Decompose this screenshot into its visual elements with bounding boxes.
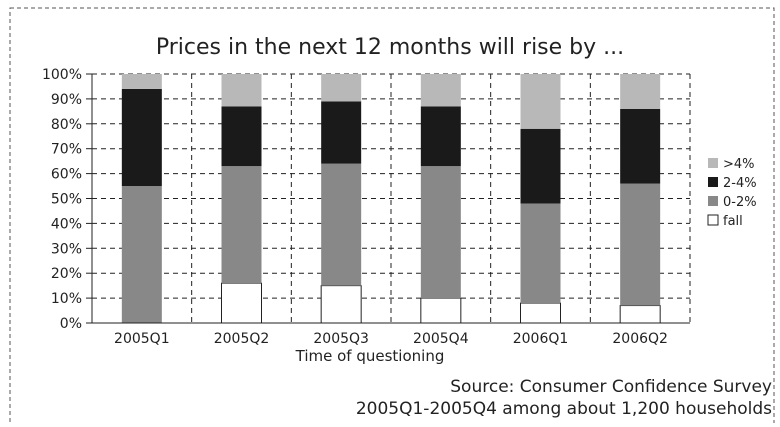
source-line-2: 2005Q1-2005Q4 among about 1,200 househol… <box>356 399 772 419</box>
grid-layer <box>92 73 691 323</box>
bar-segment->4% <box>620 74 661 109</box>
y-tick-label: 20% <box>51 266 82 282</box>
bar-segment->4% <box>121 74 162 89</box>
bar-segment-2-4% <box>420 106 461 167</box>
bar-segment-0-2% <box>321 163 362 286</box>
bars-layer <box>121 74 661 324</box>
bar-segment-fall <box>320 285 362 324</box>
bar-segment-fall <box>420 297 462 324</box>
bar-segment-2-4% <box>520 128 561 204</box>
bar-segment-0-2% <box>221 166 262 284</box>
bar-segment-0-2% <box>121 186 162 323</box>
bar-segment-2-4% <box>620 108 661 184</box>
x-tick-label: 2006Q1 <box>513 331 569 347</box>
legend-label: 2-4% <box>723 176 757 191</box>
y-tick-label: 90% <box>51 92 82 108</box>
chart-title: Prices in the next 12 months will rise b… <box>156 35 624 60</box>
legend-label: fall <box>723 214 743 229</box>
bar-segment->4% <box>420 74 461 107</box>
source-line-1: Source: Consumer Confidence Survey <box>450 377 772 397</box>
legend-swatch->4% <box>708 158 718 168</box>
bar-segment-fall <box>221 282 262 324</box>
bar-segment-2-4% <box>221 106 262 167</box>
x-tick-label: 2005Q2 <box>214 331 270 347</box>
bar-segment-2-4% <box>121 88 162 187</box>
y-tick-label: 60% <box>51 167 82 183</box>
bar-segment-0-2% <box>620 183 661 306</box>
legend-label: 0-2% <box>723 195 757 210</box>
y-tick-label: 80% <box>51 117 82 133</box>
y-tick-label: 40% <box>51 216 82 232</box>
legend-swatch-0-2% <box>708 196 718 206</box>
y-tick-label: 70% <box>51 142 82 158</box>
y-tick-label: 50% <box>51 192 82 208</box>
bar-segment-0-2% <box>520 203 561 304</box>
bar-segment-fall <box>619 305 661 324</box>
legend-label: >4% <box>723 157 755 172</box>
legend-swatch-2-4% <box>708 177 718 187</box>
y-tick-label: 30% <box>51 241 82 257</box>
bar-segment-fall <box>520 302 561 324</box>
y-tick-label: 10% <box>51 291 82 307</box>
bar-segment-0-2% <box>420 166 461 299</box>
axis-layer: 0% 10% 20% 30% 40% 50% 60% 70% 80% 90% 100% 2005Q1 2… <box>42 67 690 347</box>
bar-segment->4% <box>520 74 561 129</box>
legend-swatch-fall <box>707 214 719 226</box>
x-tick-label: 2005Q4 <box>413 331 469 347</box>
x-axis-label: Time of questioning <box>295 347 445 365</box>
bar-segment->4% <box>321 74 362 102</box>
y-tick-label: 0% <box>60 316 82 332</box>
x-tick-label: 2006Q2 <box>612 331 668 347</box>
legend: >4% 2-4% 0-2% fall <box>707 157 757 229</box>
outer-frame <box>9 7 775 427</box>
bar-segment->4% <box>221 74 262 107</box>
y-tick-label: 100% <box>42 67 82 83</box>
x-tick-label: 2005Q3 <box>313 331 369 347</box>
x-tick-label: 2005Q1 <box>114 331 170 347</box>
bar-segment-2-4% <box>321 101 362 164</box>
